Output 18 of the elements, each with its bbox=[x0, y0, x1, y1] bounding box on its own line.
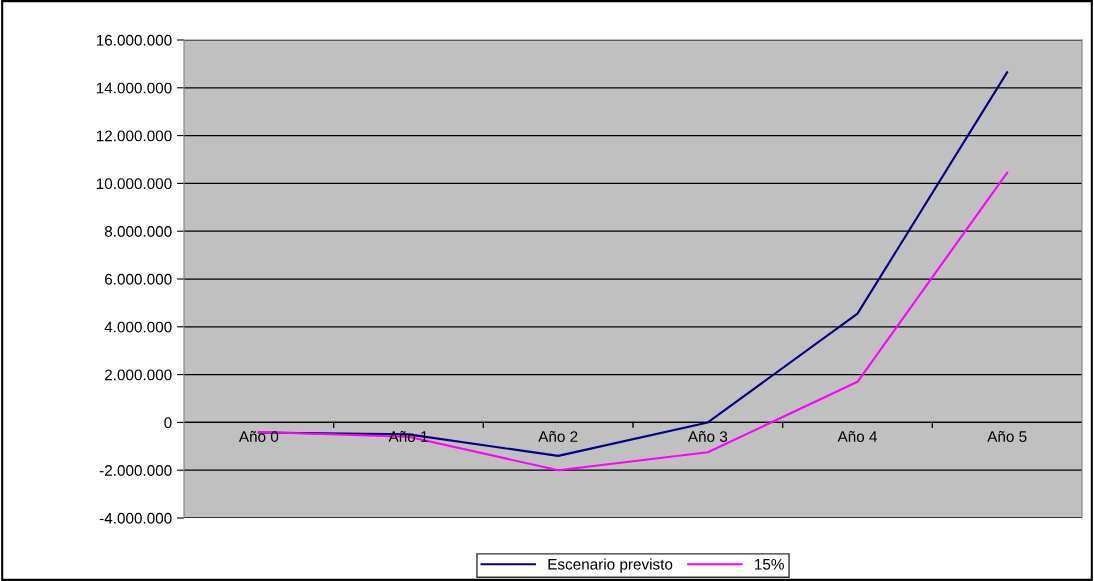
y-tick-label: 4.000.000 bbox=[104, 321, 172, 333]
y-tick-label: 6.000.000 bbox=[105, 273, 172, 285]
legend-label: 15% bbox=[755, 558, 784, 570]
x-tick-label: Año 5 bbox=[987, 430, 1027, 442]
y-tick-label: 0 bbox=[164, 417, 172, 429]
y-tick-label: 16.000.000 bbox=[96, 34, 172, 46]
y-tick-label: 2.000.000 bbox=[105, 369, 172, 381]
y-tick-label: 10.000.000 bbox=[96, 178, 172, 190]
y-tick-label: -2.000.000 bbox=[99, 465, 172, 476]
y-tick-label: 12.000.000 bbox=[96, 130, 172, 142]
x-tick-label: Año 0 bbox=[238, 430, 279, 442]
y-tick-label: -4.000.000 bbox=[99, 512, 172, 524]
legend-label: Escenario previsto bbox=[548, 558, 673, 573]
y-tick-label: 8.000.000 bbox=[104, 226, 172, 237]
x-tick-label: Año 3 bbox=[687, 430, 728, 442]
x-tick-label: Año 4 bbox=[837, 430, 878, 442]
x-tick-label: Año 2 bbox=[538, 430, 578, 442]
y-tick-label: 14.000.000 bbox=[96, 82, 172, 94]
